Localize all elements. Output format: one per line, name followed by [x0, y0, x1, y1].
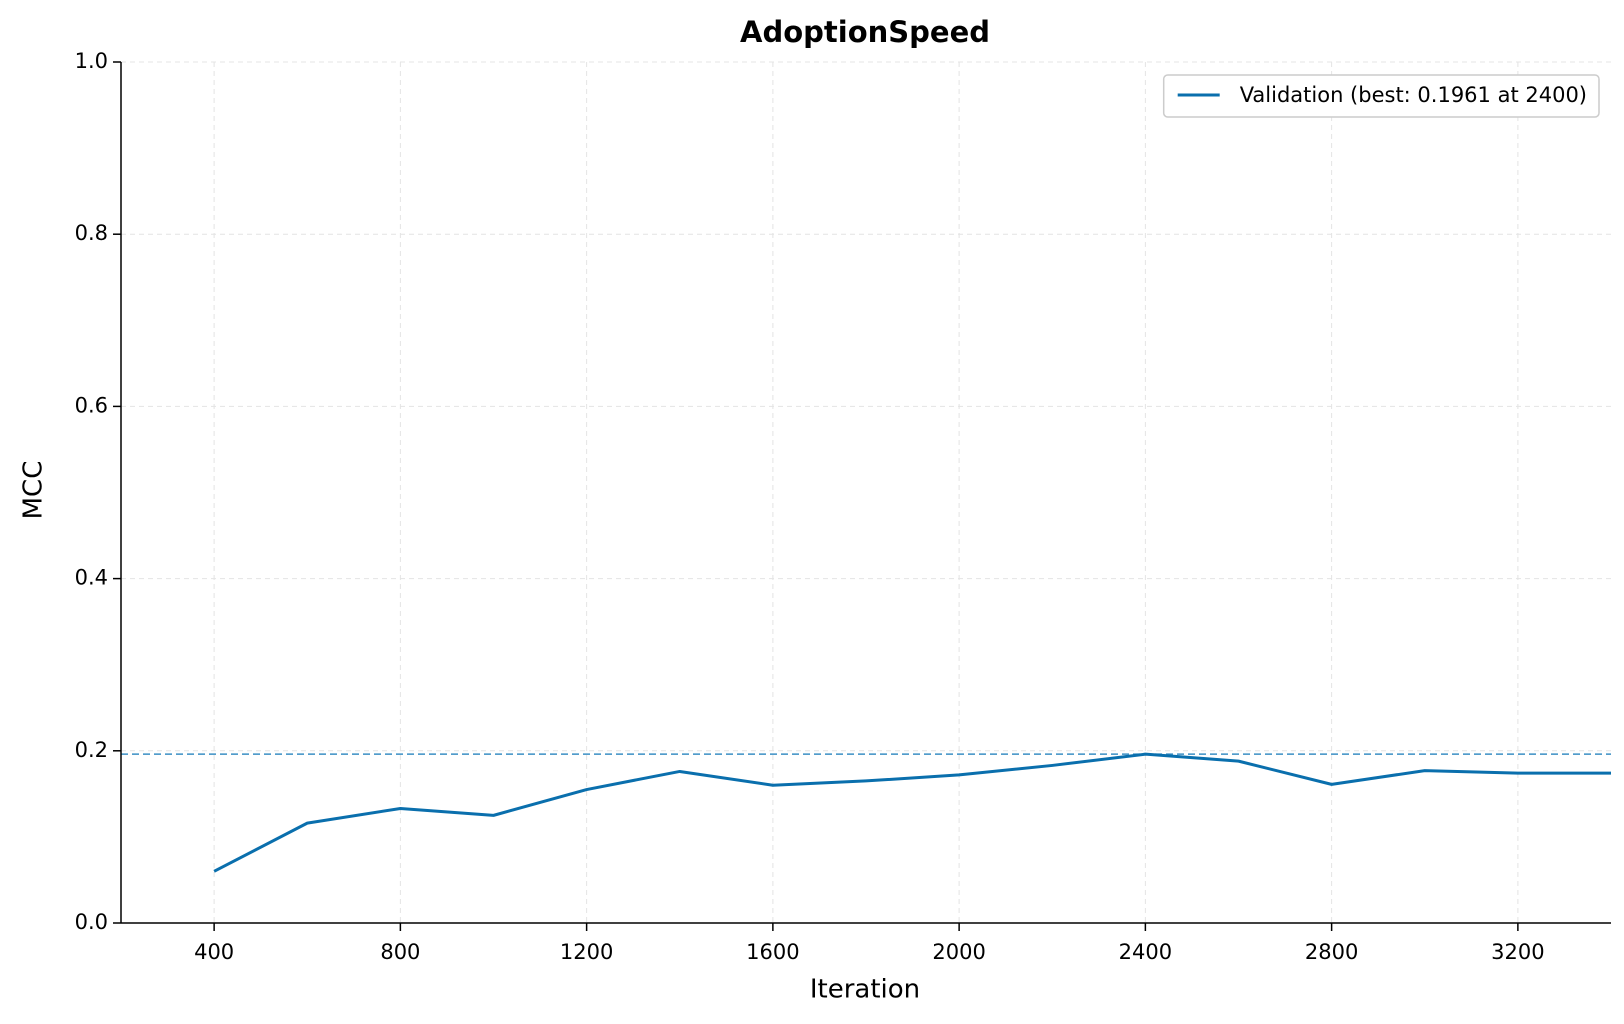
- x-tick-label: 1200: [560, 940, 613, 964]
- y-tick-label: 1.0: [75, 49, 108, 73]
- x-tick-label: 2400: [1119, 940, 1172, 964]
- x-axis-label: Iteration: [810, 975, 920, 1005]
- chart-title: AdoptionSpeed: [740, 15, 990, 49]
- y-tick-label: 0.2: [75, 738, 108, 762]
- x-tick-label: 800: [380, 940, 420, 964]
- x-tick-label: 2800: [1305, 940, 1358, 964]
- legend-label: Validation (best: 0.1961 at 2400): [1240, 83, 1587, 107]
- legend-box: [1162, 74, 1600, 118]
- x-tick-label: 400: [194, 940, 234, 964]
- y-tick-label: 0.6: [75, 393, 108, 417]
- x-tick-label: 3200: [1491, 940, 1544, 964]
- x-tick-label: 1600: [746, 940, 799, 964]
- y-axis-label: MCC: [19, 461, 49, 520]
- y-tick-label: 0.0: [75, 910, 108, 934]
- series-line: [213, 752, 1611, 873]
- y-tick-label: 0.4: [75, 566, 108, 590]
- y-tick-label: 0.8: [75, 221, 108, 245]
- x-tick-label: 2000: [932, 940, 985, 964]
